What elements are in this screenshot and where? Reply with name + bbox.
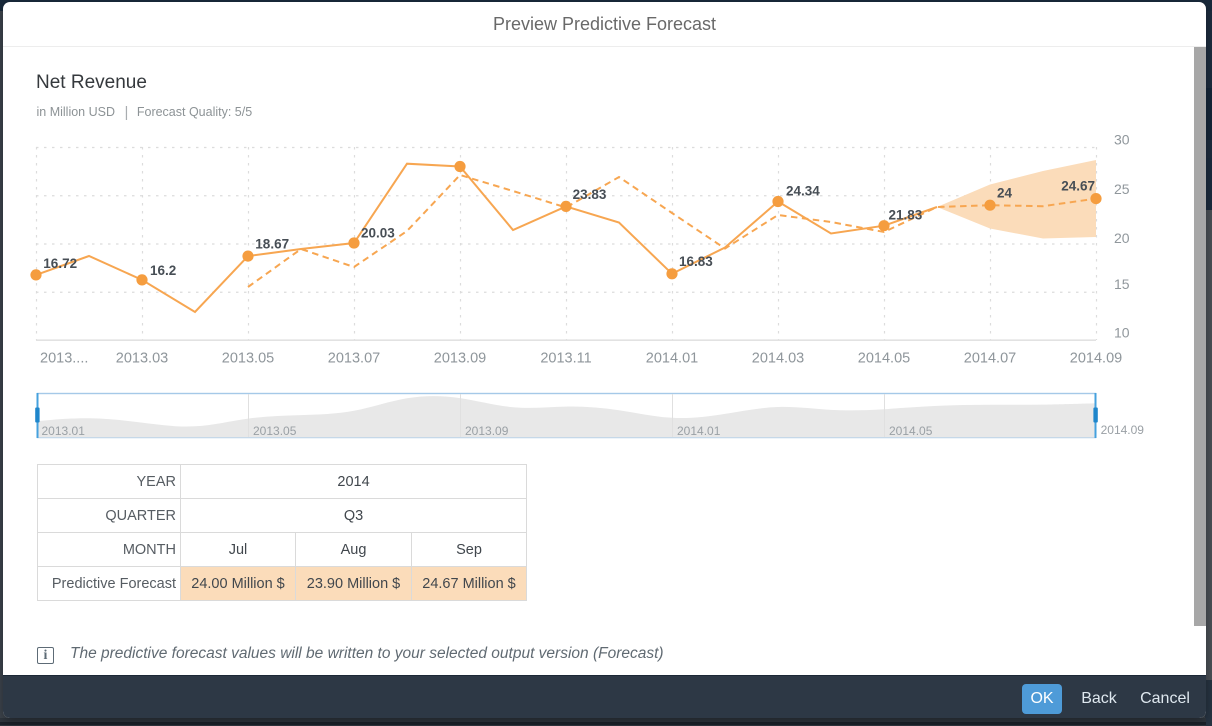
svg-text:16.83: 16.83 xyxy=(679,254,713,269)
svg-text:10: 10 xyxy=(1114,325,1130,341)
svg-text:2014.05: 2014.05 xyxy=(889,424,933,438)
svg-text:24.34: 24.34 xyxy=(786,184,820,199)
svg-text:16.72: 16.72 xyxy=(43,256,77,271)
svg-text:18.67: 18.67 xyxy=(255,237,289,252)
svg-text:2013.01: 2013.01 xyxy=(42,424,86,438)
svg-text:2013.03: 2013.03 xyxy=(116,351,168,367)
svg-text:2014.01: 2014.01 xyxy=(677,424,721,438)
svg-text:2014.09: 2014.09 xyxy=(1101,423,1145,437)
svg-text:25: 25 xyxy=(1114,181,1130,197)
svg-text:2013.05: 2013.05 xyxy=(222,351,274,367)
svg-text:15: 15 xyxy=(1114,276,1130,292)
svg-text:21.83: 21.83 xyxy=(889,208,923,223)
svg-text:30: 30 xyxy=(1114,132,1130,148)
svg-text:2013.09: 2013.09 xyxy=(465,424,509,438)
svg-text:24.67: 24.67 xyxy=(1061,178,1095,193)
svg-text:2013.09: 2013.09 xyxy=(434,351,486,367)
svg-text:2014.07: 2014.07 xyxy=(964,351,1016,367)
svg-text:16.2: 16.2 xyxy=(150,263,176,278)
svg-text:20.03: 20.03 xyxy=(361,225,395,240)
svg-text:20: 20 xyxy=(1114,230,1130,246)
svg-text:2014.09: 2014.09 xyxy=(1070,351,1122,367)
svg-text:24: 24 xyxy=(997,186,1013,201)
svg-text:23.83: 23.83 xyxy=(573,187,607,202)
svg-text:2013....: 2013.... xyxy=(40,351,88,367)
svg-text:2014.01: 2014.01 xyxy=(646,351,698,367)
svg-text:2013.07: 2013.07 xyxy=(328,351,380,367)
svg-text:2013.05: 2013.05 xyxy=(253,424,297,438)
svg-text:2014.03: 2014.03 xyxy=(752,351,804,367)
svg-text:2014.05: 2014.05 xyxy=(858,351,910,367)
svg-text:2013.11: 2013.11 xyxy=(540,351,591,367)
